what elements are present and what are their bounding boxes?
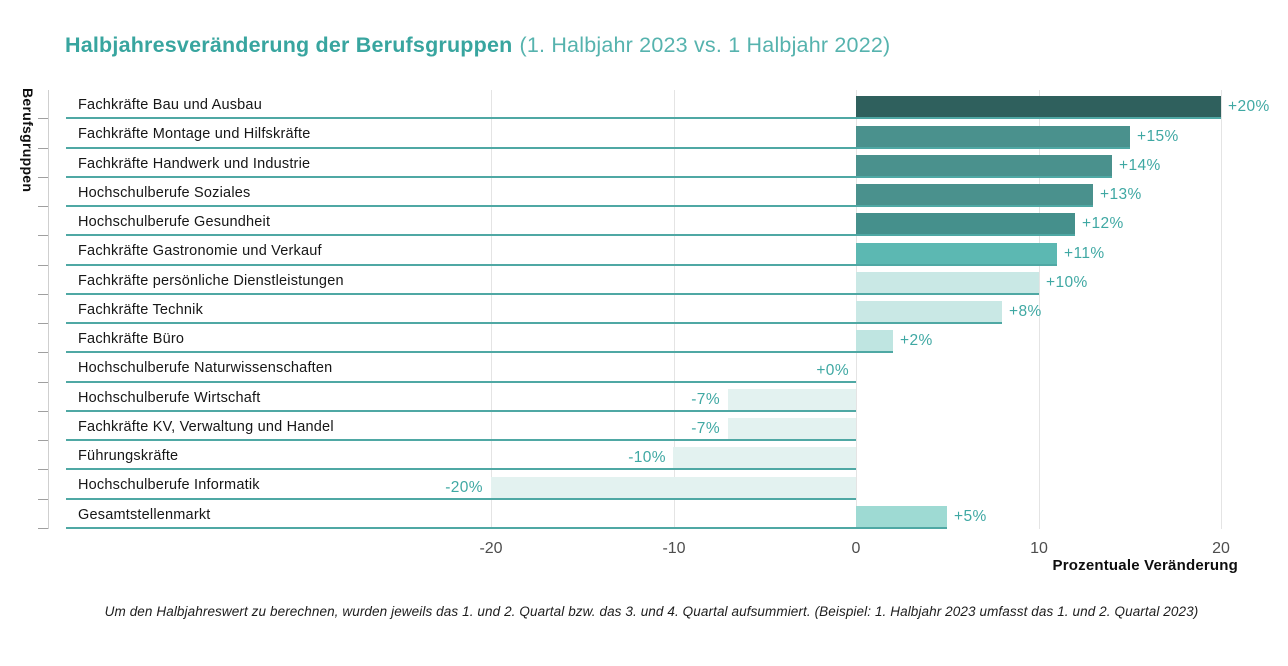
chart-title: Halbjahresveränderung der Berufsgruppen(… xyxy=(65,31,890,59)
row-label: Gesamtstellenmarkt xyxy=(78,506,211,523)
row-baseline xyxy=(66,205,856,207)
row-label: Fachkräfte KV, Verwaltung und Handel xyxy=(78,418,334,435)
y-axis-tick xyxy=(38,206,48,207)
y-axis-tick xyxy=(38,528,48,529)
y-axis-title: Berufsgruppen xyxy=(20,88,36,193)
bar-value-label: +11% xyxy=(1064,245,1105,262)
bar-value-label: -7% xyxy=(691,420,720,437)
row-label: Fachkräfte persönliche Dienstleistungen xyxy=(78,272,344,289)
chart-title-subtitle: (1. Halbjahr 2023 vs. 1 Halbjahr 2022) xyxy=(519,33,891,57)
row-baseline xyxy=(66,117,856,119)
bar-value-label: +0% xyxy=(816,362,849,379)
x-tick-label-10: 10 xyxy=(1030,540,1048,557)
bar-value-label: +12% xyxy=(1082,215,1124,232)
y-axis-tick xyxy=(38,499,48,500)
bar-13 xyxy=(673,447,856,468)
gridline-x-20 xyxy=(1221,90,1222,529)
row-label: Fachkräfte Technik xyxy=(78,301,204,318)
y-axis-tick xyxy=(38,352,48,353)
row-baseline xyxy=(66,468,856,470)
row-label: Hochschulberufe Wirtschaft xyxy=(78,389,261,406)
x-tick-label--10: -10 xyxy=(662,540,686,557)
row-baseline xyxy=(66,527,856,529)
bar-2 xyxy=(856,126,1130,149)
y-axis-tick xyxy=(38,148,48,149)
row-baseline xyxy=(66,147,856,149)
row-label: Fachkräfte Büro xyxy=(78,331,185,347)
row-baseline xyxy=(66,234,856,236)
bar-7 xyxy=(856,272,1039,295)
bar-value-label: +13% xyxy=(1100,186,1142,203)
bar-value-label: -20% xyxy=(445,479,483,496)
bar-value-label: +8% xyxy=(1009,303,1042,320)
y-axis-tick xyxy=(38,440,48,441)
footnote: Um den Halbjahreswert zu berechnen, wurd… xyxy=(104,604,1199,619)
bar-5 xyxy=(856,213,1075,236)
bar-value-label: +2% xyxy=(900,332,933,349)
row-baseline xyxy=(66,322,856,324)
chart-title-main: Halbjahresveränderung der Berufsgruppen xyxy=(65,33,513,57)
bar-value-label: +5% xyxy=(954,508,987,525)
row-label: Fachkräfte Gastronomie und Verkauf xyxy=(78,243,322,260)
row-label: Fachkräfte Bau und Ausbau xyxy=(78,97,262,113)
y-axis-tick xyxy=(38,235,48,236)
bar-8 xyxy=(856,301,1002,324)
bar-3 xyxy=(856,155,1112,178)
y-axis-tick xyxy=(38,177,48,178)
row-label: Führungskräfte xyxy=(78,448,179,464)
bar-value-label: +14% xyxy=(1119,157,1161,174)
y-axis-tick xyxy=(38,382,48,383)
y-axis-tick xyxy=(38,294,48,295)
row-label: Hochschulberufe Informatik xyxy=(78,477,260,494)
row-label: Fachkräfte Montage und Hilfskräfte xyxy=(78,126,311,143)
bar-9 xyxy=(856,330,893,353)
bar-15 xyxy=(856,506,947,529)
y-axis-tick xyxy=(38,323,48,324)
row-label: Hochschulberufe Gesundheit xyxy=(78,214,271,230)
bar-value-label: +15% xyxy=(1137,128,1179,145)
bar-12 xyxy=(728,418,856,439)
x-tick-label--20: -20 xyxy=(479,540,503,557)
bar-14 xyxy=(491,477,856,498)
row-baseline xyxy=(66,439,856,441)
row-baseline xyxy=(66,293,856,295)
y-axis-tick xyxy=(38,411,48,412)
row-label: Fachkräfte Handwerk und Industrie xyxy=(78,155,311,172)
x-tick-label-20: 20 xyxy=(1212,540,1230,557)
row-baseline xyxy=(66,381,856,383)
bar-value-label: +10% xyxy=(1046,274,1088,291)
row-baseline xyxy=(66,498,856,500)
row-baseline xyxy=(66,351,856,353)
bar-1 xyxy=(856,96,1221,119)
row-baseline xyxy=(66,176,856,178)
y-axis-tick xyxy=(38,265,48,266)
y-axis-line xyxy=(48,90,49,529)
row-baseline xyxy=(66,264,856,266)
bar-4 xyxy=(856,184,1093,207)
row-label: Hochschulberufe Naturwissenschaften xyxy=(78,360,333,377)
bar-6 xyxy=(856,243,1057,266)
bar-value-label: -7% xyxy=(691,391,720,408)
row-label: Hochschulberufe Soziales xyxy=(78,184,251,201)
bar-11 xyxy=(728,389,856,410)
y-axis-tick xyxy=(38,118,48,119)
bar-value-label: +20% xyxy=(1228,98,1270,115)
gridline-x--20 xyxy=(491,90,492,529)
gridline-x-10 xyxy=(1039,90,1040,529)
x-tick-label-0: 0 xyxy=(851,540,861,557)
row-baseline xyxy=(66,410,856,412)
y-axis-tick xyxy=(38,469,48,470)
bar-value-label: -10% xyxy=(628,449,666,466)
gridline-x--10 xyxy=(674,90,675,529)
x-axis-title: Prozentuale Veränderung xyxy=(1052,557,1238,574)
